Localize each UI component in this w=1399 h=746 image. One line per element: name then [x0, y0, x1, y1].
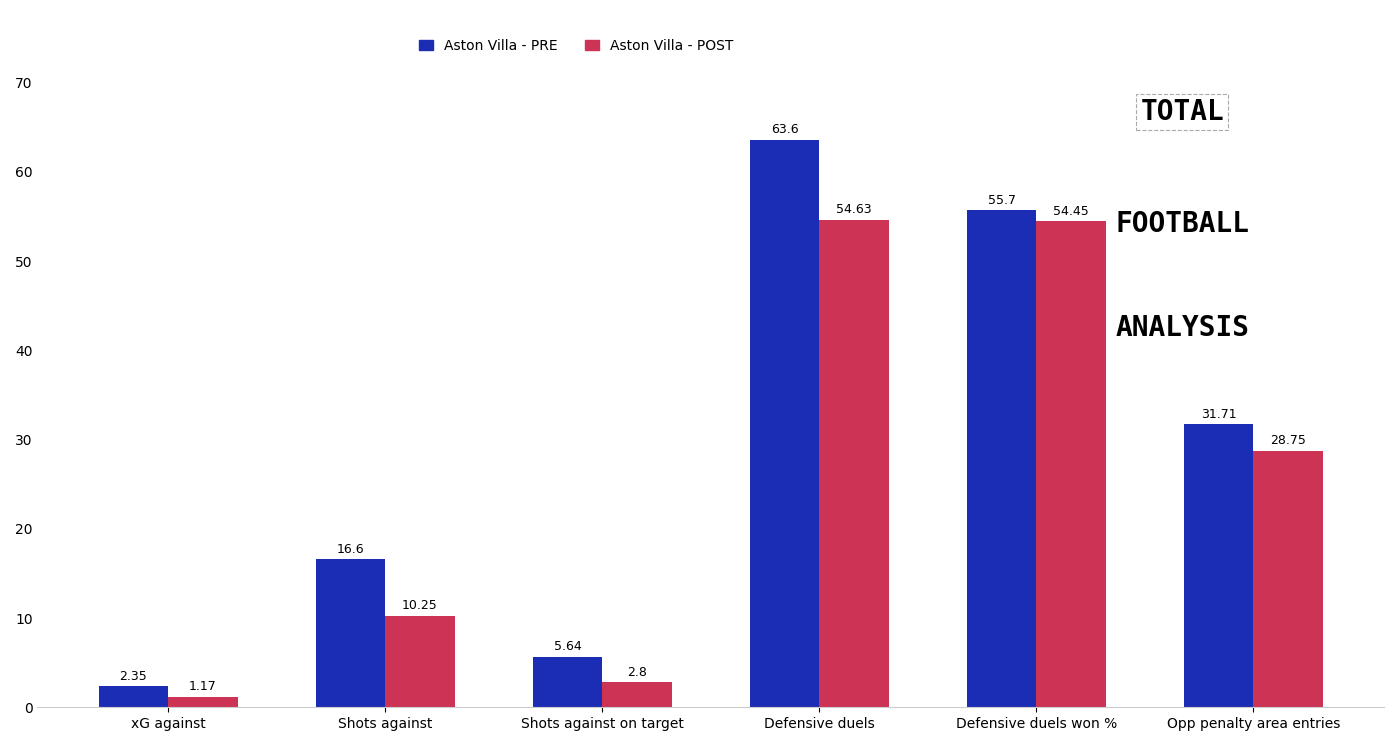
Text: 2.8: 2.8: [627, 665, 646, 679]
Text: 54.63: 54.63: [837, 204, 872, 216]
Bar: [602, 683, 672, 707]
Bar: [1254, 451, 1323, 707]
Bar: [316, 560, 385, 707]
Text: 63.6: 63.6: [771, 123, 799, 137]
Bar: [1037, 222, 1105, 707]
Text: 10.25: 10.25: [402, 599, 438, 612]
Bar: [99, 686, 168, 707]
Legend: Aston Villa - PRE, Aston Villa - POST: Aston Villa - PRE, Aston Villa - POST: [413, 34, 739, 58]
Text: ANALYSIS: ANALYSIS: [1115, 314, 1249, 342]
Text: FOOTBALL: FOOTBALL: [1115, 210, 1249, 238]
Bar: [1184, 424, 1254, 707]
Text: 5.64: 5.64: [554, 640, 582, 653]
Text: 16.6: 16.6: [337, 542, 364, 556]
Text: 31.71: 31.71: [1200, 408, 1237, 421]
Bar: [385, 616, 455, 707]
Bar: [820, 220, 888, 707]
Bar: [168, 697, 238, 707]
Text: 1.17: 1.17: [189, 680, 217, 693]
Bar: [750, 140, 820, 707]
Bar: [533, 657, 602, 707]
Text: 2.35: 2.35: [119, 670, 147, 683]
Text: 54.45: 54.45: [1053, 205, 1088, 218]
Bar: [967, 210, 1037, 707]
Text: 28.75: 28.75: [1270, 434, 1307, 447]
Text: TOTAL: TOTAL: [1140, 98, 1224, 126]
Text: 55.7: 55.7: [988, 194, 1016, 207]
